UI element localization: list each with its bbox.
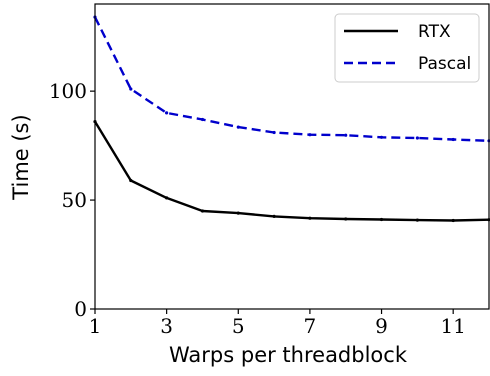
x-tick-label: 3 [160,314,173,338]
data-point-pascal [200,117,205,122]
plot-frame [94,3,490,310]
x-tick-label: 9 [375,314,388,338]
series-line-rtx [93,120,490,222]
data-point-rtx [129,178,133,183]
legend-label-rtx: RTX [418,22,451,42]
data-point-rtx [451,218,455,223]
y-tick-label: 0 [74,297,87,321]
data-point-rtx [308,216,312,220]
data-point-pascal [451,137,455,142]
x-tick-label: 5 [232,314,245,338]
data-point-pascal [308,133,312,137]
x-tick-label: 11 [440,314,465,338]
data-point-pascal [272,130,276,135]
y-axis-title: Time (s) [9,114,33,200]
x-tick-label: 7 [304,314,317,338]
series-layer [93,15,490,223]
legend: RTX Pascal [334,13,480,83]
data-point-rtx [200,209,205,213]
data-point-pascal [379,135,384,139]
data-point-rtx [415,218,419,222]
x-axis-title: Warps per threadblock [169,343,408,367]
x-tick-label: 1 [89,314,102,338]
data-point-pascal [415,136,419,140]
data-point-rtx [165,196,169,200]
data-point-pascal [236,125,240,129]
data-point-pascal [344,133,348,137]
series-line-pascal [93,16,490,142]
data-point-rtx [236,211,240,215]
data-point-pascal [165,111,169,115]
legend-label-pascal: Pascal [418,54,471,74]
data-point-pascal [129,87,133,91]
y-tick-label: 50 [62,188,87,212]
data-point-rtx [272,214,276,218]
data-point-rtx [379,217,384,222]
data-point-rtx [344,217,348,221]
y-tick-label: 100 [49,79,87,103]
tick-layer: 1 3 5 7 9 11 0 50 100 [49,79,466,338]
